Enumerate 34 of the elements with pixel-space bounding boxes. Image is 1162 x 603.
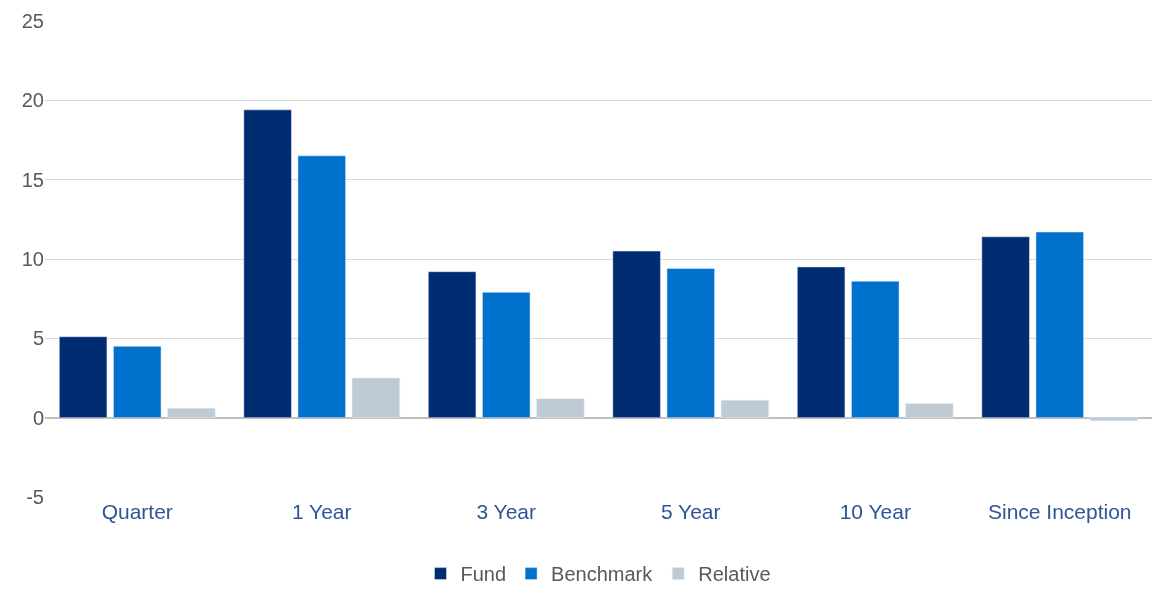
- bar: [666, 268, 715, 418]
- bar: [720, 399, 769, 418]
- bar: [167, 407, 216, 418]
- x-tick-label: Quarter: [101, 500, 173, 523]
- y-tick-label: 20: [21, 89, 44, 112]
- bar: [351, 377, 400, 418]
- bar: [113, 346, 162, 418]
- legend-label: Relative: [698, 563, 771, 586]
- y-tick-label: 5: [32, 327, 44, 350]
- bar: [797, 266, 846, 418]
- legend-label: Fund: [460, 563, 507, 586]
- y-tick-label: 10: [21, 248, 44, 270]
- bar: [428, 271, 477, 418]
- x-tick-label: 5 Year: [660, 500, 721, 523]
- y-tick-label: 25: [21, 10, 44, 32]
- y-tick-label: -5: [26, 486, 44, 508]
- bar: [297, 155, 346, 418]
- bar: [1089, 417, 1138, 422]
- bar: [851, 280, 900, 418]
- bar: [243, 109, 292, 418]
- bar: [905, 403, 954, 418]
- bar: [612, 250, 661, 418]
- legend-label: Benchmark: [551, 563, 654, 586]
- bar: [536, 398, 585, 418]
- bar: [981, 236, 1030, 418]
- y-tick-label: 15: [21, 168, 44, 191]
- bar: [1035, 231, 1084, 418]
- x-tick-label: 1 Year: [291, 500, 352, 523]
- x-tick-label: 3 Year: [476, 500, 537, 523]
- x-tick-label: 10 Year: [839, 500, 911, 523]
- x-tick-label: Since Inception: [987, 500, 1132, 523]
- bar: [482, 292, 531, 418]
- bar: [59, 336, 108, 418]
- y-tick-label: 0: [32, 406, 44, 429]
